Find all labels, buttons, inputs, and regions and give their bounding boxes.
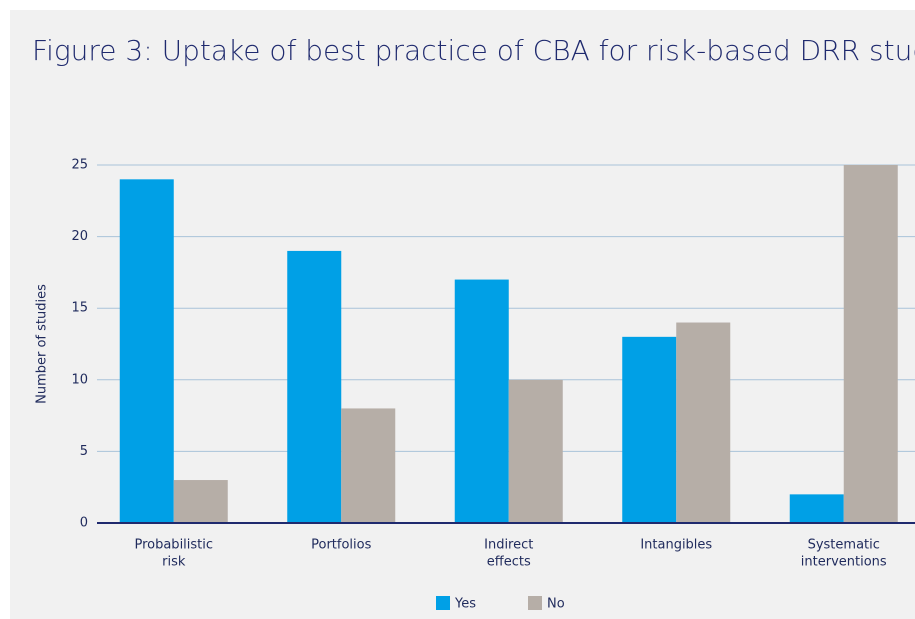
x-tick-label: Indirect bbox=[484, 538, 533, 553]
legend-swatch bbox=[436, 596, 450, 610]
y-tick-label: 0 bbox=[80, 516, 88, 531]
x-tick-label: effects bbox=[487, 555, 531, 570]
x-tick-label: Systematic bbox=[808, 538, 880, 553]
chart-title: Figure 3: Uptake of best practice of CBA… bbox=[32, 34, 915, 67]
x-tick-label: Portfolios bbox=[311, 538, 371, 553]
bar bbox=[341, 408, 396, 523]
bar bbox=[173, 480, 228, 523]
bar bbox=[454, 279, 509, 523]
y-tick-label: 25 bbox=[71, 158, 88, 173]
y-tick-label: 10 bbox=[71, 372, 88, 387]
bar bbox=[789, 494, 844, 523]
bar bbox=[287, 250, 342, 524]
y-tick-label: 20 bbox=[71, 229, 88, 244]
legend-swatch bbox=[528, 596, 542, 610]
x-tick-label: interventions bbox=[801, 555, 887, 570]
y-axis-label: Number of studies bbox=[35, 284, 50, 404]
legend-label: No bbox=[547, 597, 565, 612]
x-tick-label: Intangibles bbox=[640, 538, 712, 553]
x-tick-label: risk bbox=[162, 555, 186, 570]
bar bbox=[119, 179, 174, 523]
x-tick-label: Probabilistic bbox=[134, 538, 213, 553]
y-tick-label: 15 bbox=[71, 301, 88, 316]
bar bbox=[508, 379, 563, 523]
legend-label: Yes bbox=[454, 597, 476, 612]
bar bbox=[843, 165, 898, 523]
y-tick-label: 5 bbox=[80, 444, 88, 459]
bar bbox=[622, 336, 677, 523]
bar bbox=[676, 322, 731, 523]
